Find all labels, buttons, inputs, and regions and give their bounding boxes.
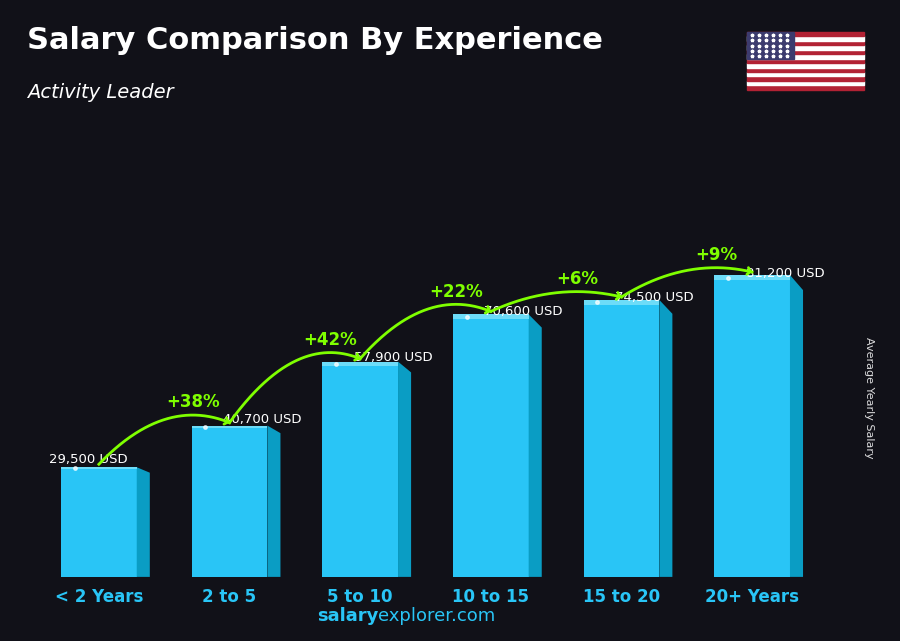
Polygon shape [267, 426, 281, 577]
FancyBboxPatch shape [453, 315, 528, 577]
Text: +38%: +38% [166, 394, 220, 412]
Bar [747, 41, 864, 46]
Bar [747, 63, 864, 67]
Text: 29,500 USD: 29,500 USD [50, 453, 128, 466]
Text: 40,700 USD: 40,700 USD [223, 413, 302, 426]
Text: +6%: +6% [556, 270, 598, 288]
Bar [747, 85, 864, 90]
Text: +42%: +42% [303, 331, 357, 349]
FancyBboxPatch shape [715, 275, 790, 577]
Polygon shape [660, 300, 672, 577]
FancyBboxPatch shape [61, 467, 137, 469]
Text: 74,500 USD: 74,500 USD [615, 291, 694, 304]
Polygon shape [137, 467, 149, 577]
Text: explorer.com: explorer.com [378, 607, 495, 625]
Text: salary: salary [317, 607, 378, 625]
FancyBboxPatch shape [583, 300, 660, 577]
FancyBboxPatch shape [192, 426, 267, 577]
FancyBboxPatch shape [322, 362, 398, 577]
Bar [747, 50, 864, 54]
FancyBboxPatch shape [322, 362, 398, 365]
Bar [747, 37, 864, 41]
Text: +22%: +22% [429, 283, 483, 301]
FancyBboxPatch shape [192, 426, 267, 428]
Polygon shape [398, 362, 411, 577]
Bar [747, 32, 794, 59]
FancyBboxPatch shape [453, 315, 528, 319]
Bar [747, 76, 864, 81]
Polygon shape [528, 315, 542, 577]
Text: Average Yearly Salary: Average Yearly Salary [863, 337, 874, 458]
Bar [747, 72, 864, 76]
Bar [747, 59, 864, 63]
FancyBboxPatch shape [583, 300, 660, 305]
Bar [747, 46, 864, 50]
Text: 81,200 USD: 81,200 USD [745, 267, 824, 279]
Polygon shape [790, 275, 803, 577]
Bar [747, 81, 864, 85]
Text: +9%: +9% [695, 246, 737, 264]
Text: Salary Comparison By Experience: Salary Comparison By Experience [27, 26, 603, 54]
Text: Activity Leader: Activity Leader [27, 83, 174, 103]
Text: 57,900 USD: 57,900 USD [354, 351, 432, 363]
FancyBboxPatch shape [715, 275, 790, 281]
Bar [747, 32, 864, 37]
Bar [747, 67, 864, 72]
FancyBboxPatch shape [61, 467, 137, 577]
Text: 70,600 USD: 70,600 USD [484, 305, 562, 318]
Bar [747, 54, 864, 59]
